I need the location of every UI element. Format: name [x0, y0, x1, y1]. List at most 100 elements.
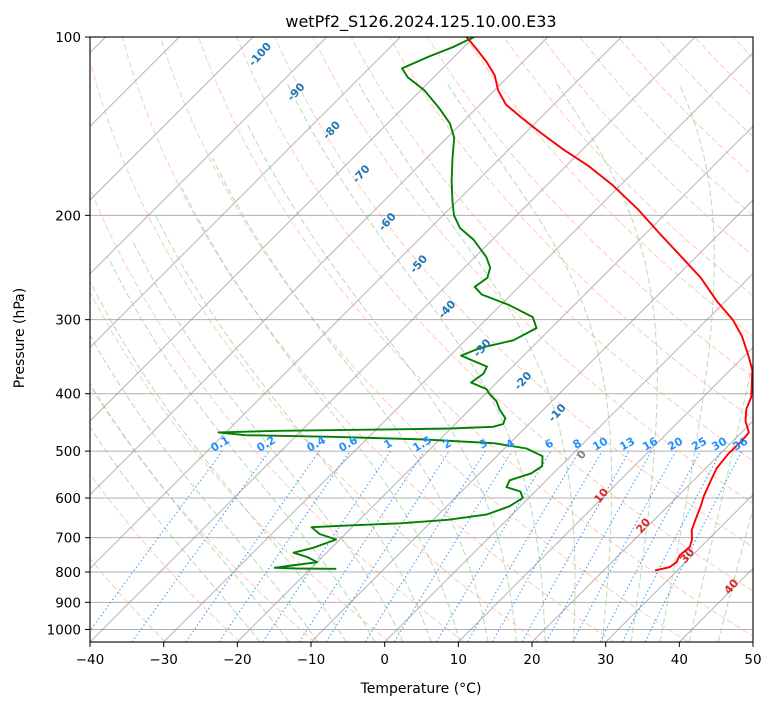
dry-adiabat-line: [732, 37, 753, 59]
isotherm-line: [90, 37, 475, 422]
moist-adiabat-line: [211, 157, 489, 642]
dry-adiabat-line: [388, 37, 753, 420]
mixing-ratio-line: [131, 450, 270, 642]
mixing-ratio-line: [298, 450, 425, 642]
mixing-ratio-line: [185, 450, 320, 642]
y-tick-label: 1000: [47, 622, 81, 638]
isotherm-line: [605, 493, 753, 642]
moist-adiabat-line: [90, 382, 290, 642]
isotherm-line: [236, 125, 753, 642]
x-axis: −40 −30 −20 −10 0 10 20 30 40 50: [76, 642, 762, 668]
mixing-ratio-line: [325, 450, 450, 642]
grid-layer: [90, 37, 753, 642]
mixing-ratio-line: [521, 450, 630, 642]
dry-adiabat-line: [90, 59, 540, 642]
series-layer: [217, 37, 753, 572]
y-tick-label: 500: [55, 444, 81, 460]
y-tick-label: 200: [55, 208, 81, 224]
mixing-ratio-layer: [90, 450, 743, 642]
moist-adiabat-label: 40: [721, 576, 741, 596]
dry-adiabat-label: -80: [320, 118, 343, 142]
dry-adiabat-line: [90, 384, 316, 642]
dry-adiabat-line: [90, 291, 390, 642]
x-tick-label: 30: [597, 652, 614, 668]
dry-adiabat-label: -70: [350, 162, 373, 186]
isotherm-line: [531, 420, 753, 642]
y-tick-label: 900: [55, 595, 81, 611]
dry-adiabat-line: [694, 37, 753, 98]
mixing-ratio-line: [572, 450, 677, 642]
dry-adiabat-line: [426, 37, 753, 378]
isotherm-line: [90, 37, 696, 642]
isotherm-line: [90, 37, 328, 275]
dry-adiabat-label: -20: [512, 369, 535, 393]
moist-adiabat-line: [659, 83, 715, 642]
dry-adiabat-line: [350, 37, 753, 462]
dry-adiabat-line: [312, 37, 753, 505]
y-axis: 100 200 300 400 500 600 700 800 900 1000: [47, 30, 90, 638]
moist-adiabat-line: [131, 239, 404, 642]
y-tick-label: 300: [55, 313, 81, 329]
moist-adiabat-line: [90, 334, 319, 642]
moist-adiabat-line: [90, 426, 261, 642]
mixing-ratio-line: [218, 450, 351, 642]
dry-adiabat-line: [771, 37, 775, 642]
plot-frame: [89, 36, 754, 643]
isotherm-line: [163, 51, 753, 642]
moist-adiabat-line: [90, 279, 347, 642]
dry-adiabat-line: [90, 472, 241, 642]
moist-adiabat-line: [181, 187, 461, 642]
moist-adiabat-line: [107, 256, 376, 642]
contour-label-layer: -100-90-80-70-60-50-40-30-20-1000.1 0.2 0.…: [209, 40, 751, 597]
dry-adiabat-line: [656, 37, 753, 138]
moist-adiabat-line: [556, 83, 658, 642]
dry-adiabat-label: -40: [436, 297, 459, 321]
dry-adiabat-line: [159, 37, 689, 642]
moist-adiabat-line: [447, 83, 613, 642]
dry-adiabat-label: -30: [471, 336, 494, 360]
y-tick-label: 600: [55, 491, 81, 507]
x-tick-label: 40: [671, 652, 688, 668]
moist-adiabat-line: [155, 215, 432, 642]
mixing-ratio-label: 4: [504, 436, 517, 451]
x-tick-label: 0: [380, 652, 389, 668]
isotherm-line: [90, 37, 401, 349]
adiabat-layer: [90, 37, 775, 642]
x-tick-label: −10: [297, 652, 326, 668]
mixing-ratio-label: 2: [441, 437, 454, 452]
dry-adiabat-line: [198, 37, 753, 637]
dry-adiabat-line: [503, 37, 753, 297]
isotherm-line: [752, 641, 753, 642]
dry-adiabat-line: [90, 557, 166, 642]
mixing-ratio-label: 3: [477, 437, 490, 452]
moist-adiabat-label: 20: [633, 515, 653, 535]
moist-adiabat-label: 30: [677, 545, 697, 565]
isotherm-line: [90, 37, 622, 570]
temperature-profile-line: [465, 37, 753, 572]
mixing-ratio-line: [393, 450, 513, 642]
y-axis-label: Pressure (hPa): [12, 288, 28, 388]
mixing-ratio-line: [621, 450, 722, 642]
dry-adiabat-line: [236, 37, 753, 592]
y-tick-label: 400: [55, 387, 81, 403]
chart-title: wetPf2_S126.2024.125.10.00.E33: [285, 12, 556, 32]
moist-adiabat-line: [287, 83, 546, 642]
mixing-ratio-line: [644, 450, 743, 642]
moist-adiabat-line: [717, 506, 753, 642]
x-tick-label: −40: [76, 652, 105, 668]
mixing-ratio-line: [435, 450, 552, 642]
y-tick-label: 800: [55, 565, 81, 581]
x-tick-label: −20: [223, 652, 252, 668]
dry-adiabat-label: -100: [246, 40, 274, 69]
isotherm-line: [384, 272, 753, 642]
mixing-ratio-label: 8: [571, 437, 584, 452]
mixing-ratio-line: [90, 450, 223, 632]
dry-adiabat-line: [465, 37, 753, 338]
dewpoint-profile-line: [217, 37, 544, 570]
dry-adiabat-line: [541, 37, 753, 257]
mixing-ratio-label: 6: [543, 436, 556, 451]
x-tick-label: 20: [523, 652, 540, 668]
moist-adiabat-line: [358, 83, 576, 642]
x-tick-label: −30: [149, 652, 178, 668]
